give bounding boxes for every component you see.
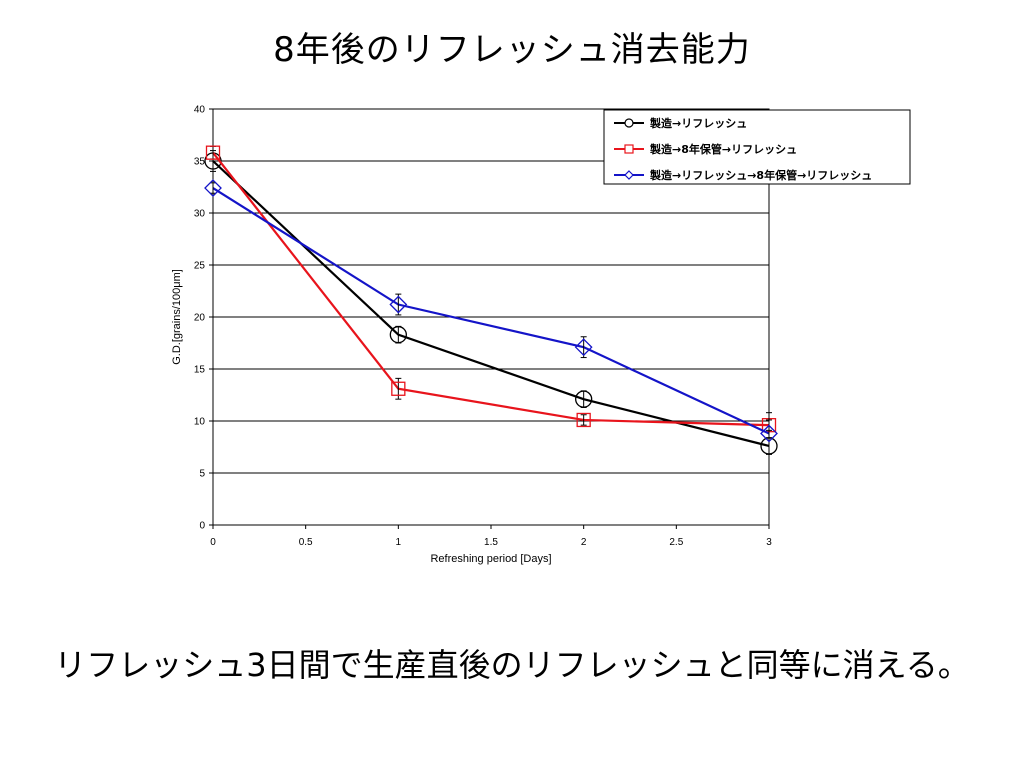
legend-label: 製造→リフレッシュ→8年保管→リフレッシュ: [649, 168, 872, 182]
legend: 製造→リフレッシュ製造→8年保管→リフレッシュ製造→リフレッシュ→8年保管→リフ…: [603, 109, 911, 185]
data-point: [205, 145, 221, 160]
series-2: [205, 145, 777, 433]
y-tick-label: 35: [194, 157, 206, 168]
line-chart: 0 5 10 15 20 25 30 35 40 0 0.5 1 1.5 2 2.5 3 Refreshing …: [171, 105, 911, 566]
y-tick-label: 10: [194, 417, 206, 428]
y-tick-label: 0: [199, 521, 205, 532]
axes: 0 5 10 15 20 25 30 35 40 0 0.5 1 1.5 2 2.5 3 Refreshing …: [171, 105, 772, 566]
slide-title: 8年後のリフレッシュ消去能力: [273, 30, 751, 70]
legend-item-1: 製造→リフレッシュ: [614, 116, 747, 130]
x-tick-label: 2: [581, 537, 587, 548]
y-tick-label: 15: [194, 365, 206, 376]
legend-label: 製造→8年保管→リフレッシュ: [649, 142, 797, 156]
series-1: [204, 150, 778, 455]
data-point: [574, 338, 593, 357]
slide-caption: リフレッシュ3日間で生産直後のリフレッシュと同等に消える。: [54, 646, 970, 684]
legend-marker: [624, 118, 634, 128]
x-tick-label: 1: [396, 537, 402, 548]
legend-box: [603, 109, 911, 185]
data-point: [575, 390, 593, 408]
x-tick-label: 0.5: [299, 537, 313, 548]
x-tick-label: 1.5: [484, 537, 498, 548]
legend-label: 製造→リフレッシュ: [649, 116, 747, 130]
x-axis-label: Refreshing period [Days]: [430, 553, 551, 565]
series-3: [204, 179, 778, 455]
y-tick-label: 5: [199, 469, 205, 480]
data-point: [389, 326, 407, 344]
legend-marker: [624, 144, 634, 154]
series-line: [212, 187, 770, 435]
series-group: [204, 145, 778, 455]
y-tick-label: 30: [194, 209, 206, 220]
data-point: [576, 412, 591, 428]
x-tick-label: 3: [766, 537, 772, 548]
y-tick-label: 20: [194, 313, 206, 324]
legend-item-3: 製造→リフレッシュ→8年保管→リフレッシュ: [614, 168, 872, 182]
series-line: [212, 152, 770, 427]
data-point: [760, 424, 778, 443]
data-point: [389, 295, 408, 314]
legend-item-2: 製造→8年保管→リフレッシュ: [614, 142, 797, 156]
data-point: [391, 381, 406, 396]
x-tick-label: 0: [210, 537, 216, 548]
chart-container: 0 5 10 15 20 25 30 35 40 0 0.5 1 1.5 2 2.5 3 Refreshing …: [171, 105, 911, 566]
series-line: [212, 160, 770, 448]
legend-marker: [624, 170, 634, 180]
y-tick-label: 25: [194, 261, 206, 272]
y-tick-label: 40: [194, 105, 206, 116]
data-point: [204, 179, 222, 197]
x-tick-label: 2.5: [669, 537, 683, 548]
y-axis-label: G.D.[grains/100μm]: [171, 269, 183, 365]
